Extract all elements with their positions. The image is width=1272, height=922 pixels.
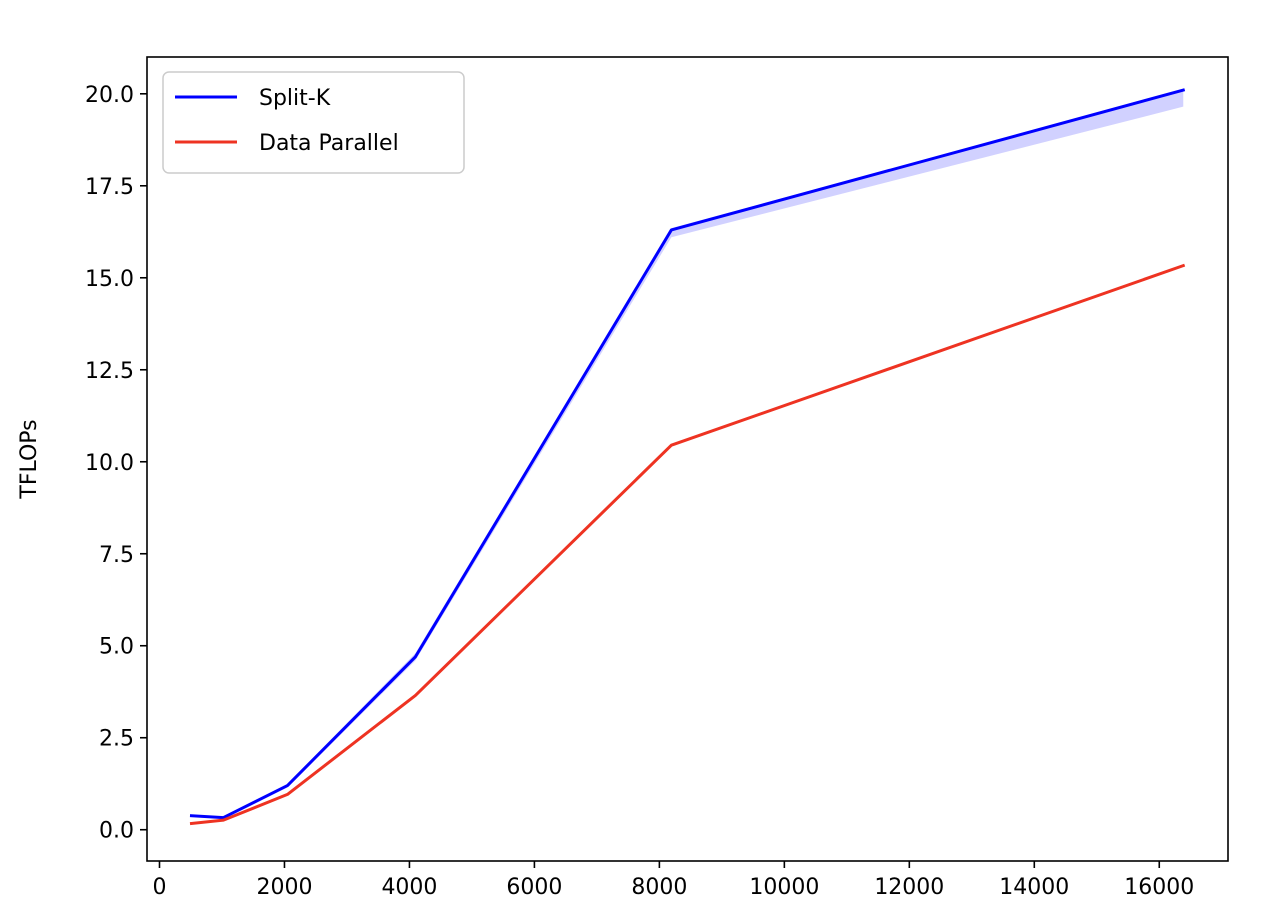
y-tick-label-6: 15.0 bbox=[85, 267, 134, 292]
series-lines bbox=[189, 88, 1186, 826]
y-tick-label-2: 5.0 bbox=[99, 635, 134, 660]
confidence-bands bbox=[191, 90, 1184, 819]
y-tick-label-4: 10.0 bbox=[85, 451, 134, 476]
x-tick-label-8: 16000 bbox=[1124, 875, 1194, 900]
x-tick-label-6: 12000 bbox=[874, 875, 944, 900]
y-tick-label-1: 2.5 bbox=[99, 727, 134, 752]
y-tick-label-7: 17.5 bbox=[85, 175, 134, 200]
x-tick-label-1: 2000 bbox=[256, 875, 312, 900]
x-tick-label-3: 6000 bbox=[506, 875, 562, 900]
plot-area-frame bbox=[146, 56, 1229, 862]
x-tick-label-0: 0 bbox=[152, 875, 166, 900]
y-tick-label-8: 20.0 bbox=[85, 83, 134, 108]
legend-label-data-parallel: Data Parallel bbox=[259, 131, 399, 156]
y-tick-label-0: 0.0 bbox=[99, 819, 134, 844]
y-axis: 0.0 2.5 5.0 7.5 10.0 12.5 15.0 17.5 20.0 bbox=[85, 83, 147, 844]
x-tick-label-5: 10000 bbox=[749, 875, 819, 900]
y-tick-label-5: 12.5 bbox=[85, 359, 134, 384]
line-series-1 bbox=[189, 263, 1186, 826]
line-series-0 bbox=[189, 88, 1186, 820]
legend-box bbox=[162, 71, 465, 174]
legend: Split-K Data Parallel bbox=[162, 71, 465, 174]
y-tick-label-3: 7.5 bbox=[99, 543, 134, 568]
x-tick-label-2: 4000 bbox=[381, 875, 437, 900]
x-axis: 0 2000 4000 6000 8000 10000 12000 14000 16000 bbox=[152, 861, 1194, 900]
x-tick-label-7: 14000 bbox=[999, 875, 1069, 900]
band-series-0 bbox=[191, 90, 1184, 819]
legend-label-split-k: Split-K bbox=[259, 86, 331, 111]
x-tick-label-4: 8000 bbox=[631, 875, 687, 900]
y-axis-label: TFLOPs bbox=[17, 419, 42, 499]
